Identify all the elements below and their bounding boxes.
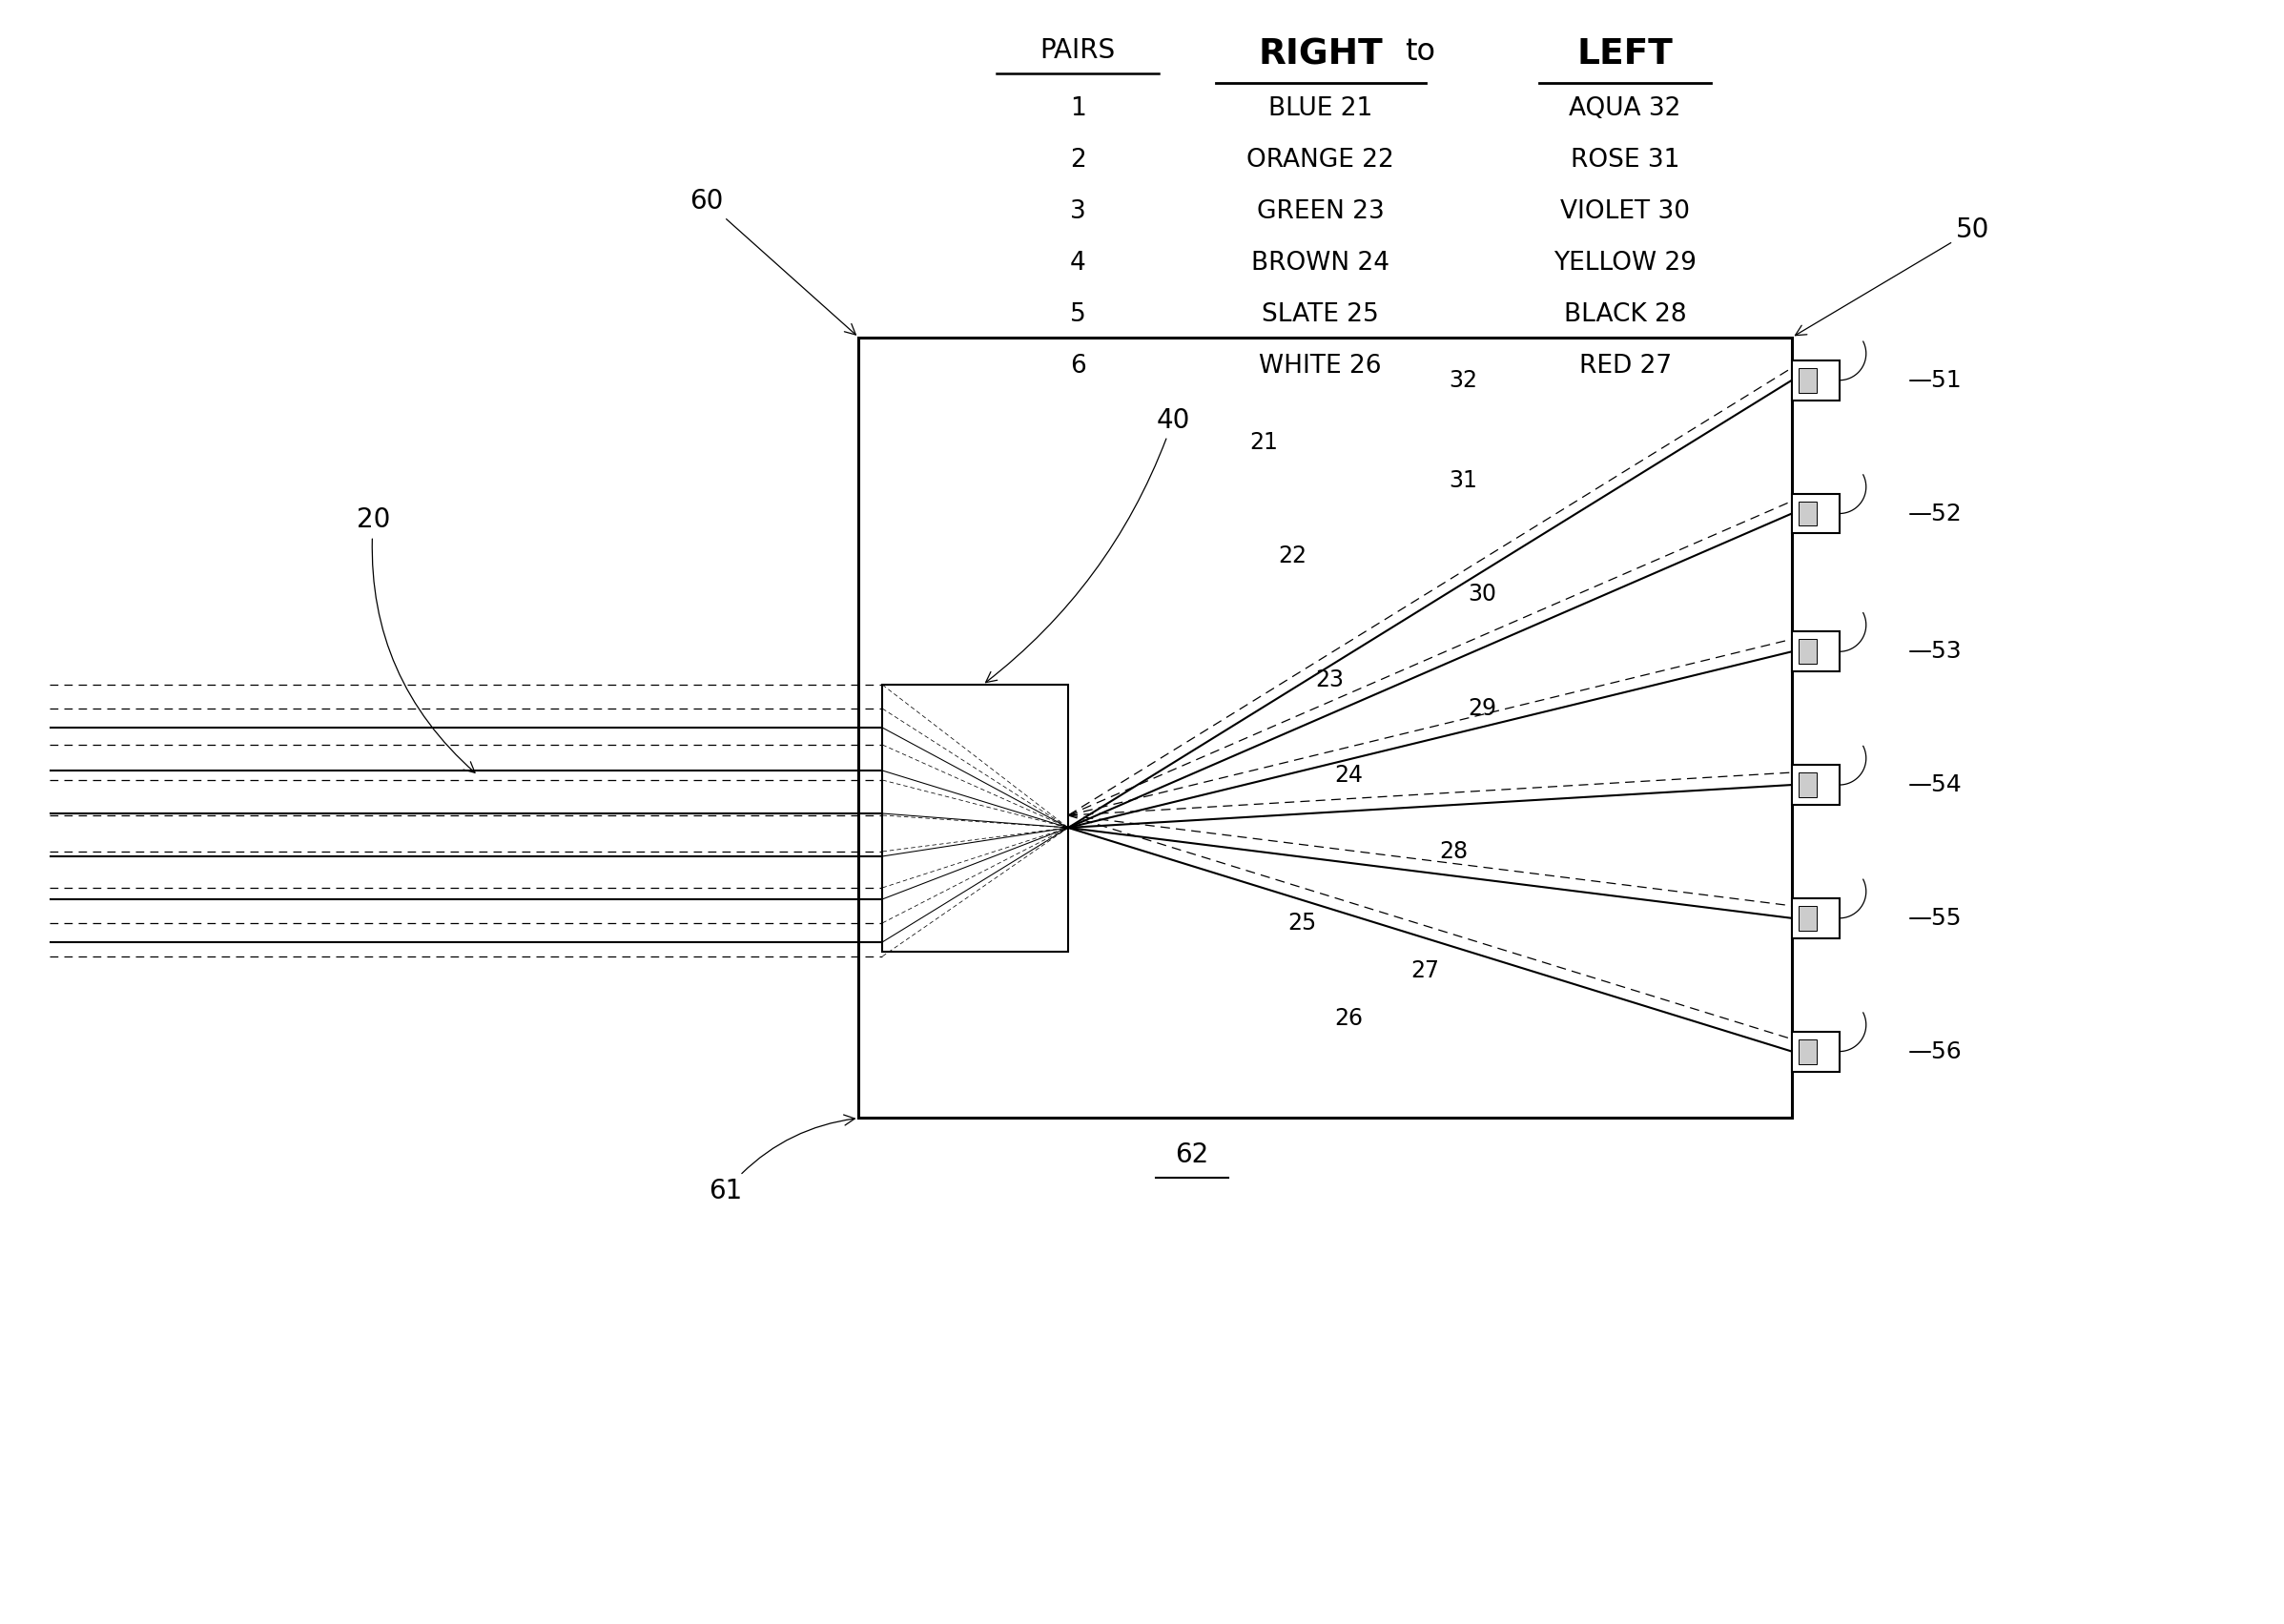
Text: 25: 25 — [1288, 911, 1316, 934]
Text: to: to — [1405, 37, 1437, 67]
Text: 22: 22 — [1277, 546, 1306, 568]
Text: BLACK 28: BLACK 28 — [1565, 302, 1686, 326]
Text: BROWN 24: BROWN 24 — [1252, 250, 1389, 276]
Bar — [859, 338, 1793, 1117]
Text: BLUE 21: BLUE 21 — [1268, 96, 1373, 122]
Text: 29: 29 — [1469, 697, 1496, 719]
Bar — [882, 685, 1069, 952]
Text: —55: —55 — [1907, 906, 1962, 929]
Text: VIOLET 30: VIOLET 30 — [1560, 200, 1690, 224]
Text: WHITE 26: WHITE 26 — [1258, 354, 1382, 378]
Text: —53: —53 — [1907, 640, 1962, 663]
Text: 30: 30 — [1469, 583, 1496, 606]
Bar — [1798, 773, 1816, 797]
Text: 1: 1 — [1069, 96, 1085, 122]
Text: 50: 50 — [1795, 216, 1989, 336]
Text: LEFT: LEFT — [1576, 37, 1674, 71]
Bar — [1793, 1031, 1839, 1072]
Text: 40: 40 — [987, 408, 1190, 682]
Text: 3: 3 — [1069, 200, 1085, 224]
Text: 61: 61 — [708, 1114, 854, 1205]
Bar — [1798, 502, 1816, 526]
Text: 6: 6 — [1069, 354, 1085, 378]
Bar — [1798, 640, 1816, 664]
Text: —54: —54 — [1907, 773, 1962, 796]
Text: ORANGE 22: ORANGE 22 — [1247, 148, 1393, 172]
Text: 32: 32 — [1448, 369, 1478, 391]
Bar — [1793, 765, 1839, 806]
Text: 28: 28 — [1439, 840, 1469, 862]
Bar — [1793, 361, 1839, 400]
Text: 62: 62 — [1176, 1142, 1208, 1169]
Text: RIGHT: RIGHT — [1258, 37, 1382, 71]
Text: —52: —52 — [1907, 502, 1962, 525]
Bar — [1798, 906, 1816, 931]
Text: 20: 20 — [356, 507, 475, 773]
Text: 4: 4 — [1069, 250, 1085, 276]
Text: GREEN 23: GREEN 23 — [1256, 200, 1384, 224]
Text: PAIRS: PAIRS — [1039, 37, 1115, 65]
Text: —56: —56 — [1907, 1039, 1962, 1062]
Text: 23: 23 — [1316, 669, 1345, 692]
Text: 5: 5 — [1069, 302, 1085, 326]
Text: SLATE 25: SLATE 25 — [1263, 302, 1380, 326]
Text: 21: 21 — [1249, 430, 1277, 453]
Text: 24: 24 — [1334, 763, 1364, 786]
Bar — [1793, 898, 1839, 939]
Text: 60: 60 — [690, 188, 856, 335]
Text: 26: 26 — [1334, 1007, 1364, 1030]
Text: 2: 2 — [1069, 148, 1085, 172]
Bar — [1798, 1039, 1816, 1064]
Bar — [1793, 494, 1839, 534]
Text: AQUA 32: AQUA 32 — [1569, 96, 1681, 122]
Text: RED 27: RED 27 — [1578, 354, 1672, 378]
Text: ROSE 31: ROSE 31 — [1571, 148, 1679, 172]
Bar — [1798, 369, 1816, 393]
Text: 31: 31 — [1448, 469, 1478, 492]
Text: 27: 27 — [1412, 960, 1439, 983]
Text: —51: —51 — [1907, 369, 1962, 391]
Text: YELLOW 29: YELLOW 29 — [1553, 250, 1697, 276]
Bar — [1793, 632, 1839, 672]
